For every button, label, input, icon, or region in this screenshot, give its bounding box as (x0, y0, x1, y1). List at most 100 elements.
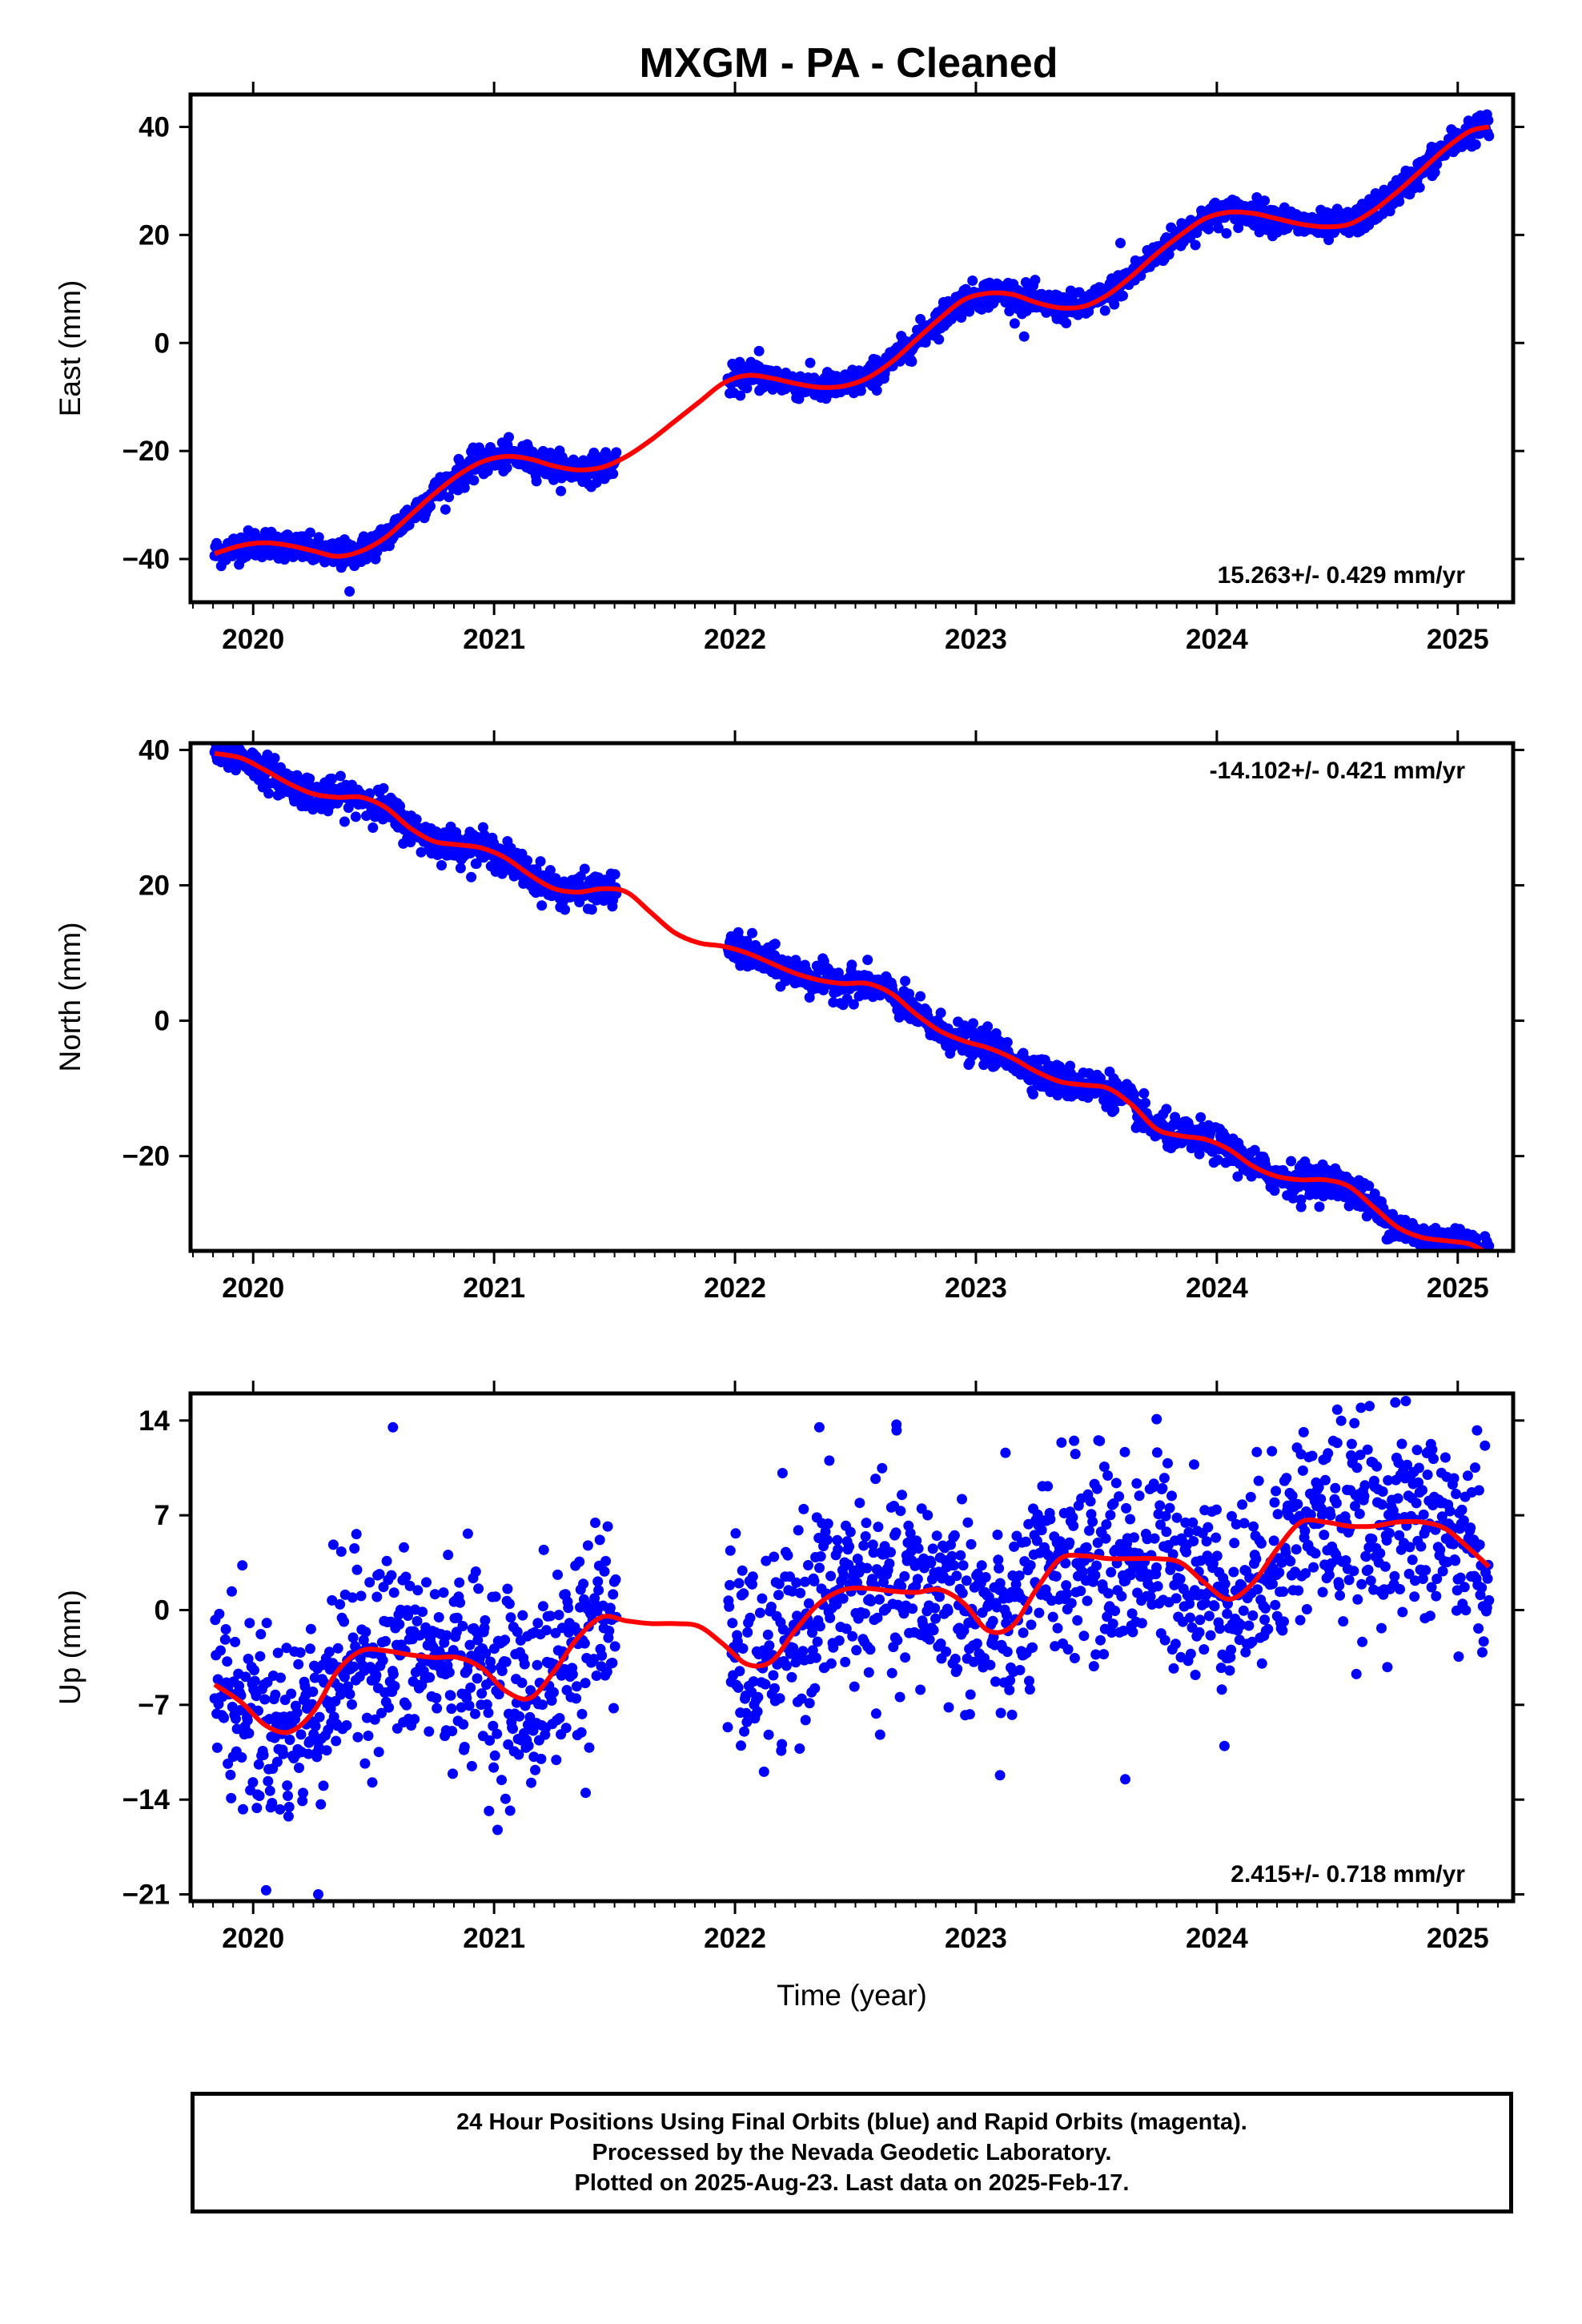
up-point (532, 1659, 543, 1671)
up-point (868, 1547, 879, 1558)
up-point (725, 1545, 736, 1556)
east-point (611, 447, 622, 458)
north-point (904, 988, 915, 999)
east-x-tick-label: 2023 (945, 624, 1007, 655)
north-point (1474, 1252, 1484, 1263)
up-point (1045, 1514, 1056, 1525)
up-point (278, 1748, 289, 1759)
up-point (1067, 1512, 1078, 1523)
up-point (553, 1610, 564, 1621)
up-point (548, 1687, 559, 1698)
up-point (452, 1612, 463, 1623)
up-point (610, 1574, 621, 1585)
up-point (1105, 1510, 1116, 1521)
up-point (896, 1581, 907, 1592)
up-point (270, 1689, 281, 1700)
up-point (318, 1780, 329, 1791)
up-point (243, 1654, 254, 1664)
up-point (966, 1538, 977, 1550)
north-point (466, 871, 477, 883)
up-point (457, 1621, 468, 1631)
up-point (943, 1702, 954, 1713)
up-point (211, 1742, 223, 1753)
up-point (272, 1647, 283, 1659)
up-point (733, 1682, 744, 1693)
up-point (576, 1708, 588, 1719)
up-point (1078, 1630, 1090, 1642)
up-point (584, 1742, 595, 1753)
up-point (526, 1777, 536, 1788)
up-point (760, 1679, 771, 1690)
up-point (231, 1723, 243, 1735)
up-point (344, 1689, 355, 1699)
up-point (371, 1670, 382, 1681)
north-point (560, 904, 571, 915)
up-point (492, 1824, 503, 1835)
up-point (255, 1651, 266, 1662)
up-point (758, 1766, 769, 1777)
up-point (961, 1575, 972, 1586)
east-point (1429, 167, 1440, 178)
up-point (536, 1753, 547, 1764)
up-point (1118, 1625, 1129, 1636)
up-point (1132, 1587, 1143, 1598)
east-point (468, 475, 480, 486)
up-point (949, 1530, 960, 1541)
up-point (537, 1699, 548, 1711)
up-point (916, 1503, 927, 1514)
up-point (466, 1760, 477, 1771)
east-point (1163, 249, 1174, 260)
north-point (1195, 1112, 1207, 1123)
up-point (1125, 1570, 1136, 1581)
up-point (958, 1560, 969, 1571)
up-point (845, 1526, 856, 1538)
up-point (446, 1703, 457, 1715)
north-point (335, 770, 346, 782)
up-point (347, 1592, 358, 1603)
north-point (1109, 1104, 1120, 1116)
up-point (911, 1535, 922, 1546)
up-point (438, 1587, 449, 1598)
up-point (837, 1593, 849, 1604)
up-point (897, 1490, 907, 1501)
up-point (389, 1681, 400, 1691)
up-point (905, 1528, 916, 1539)
up-point (458, 1719, 469, 1730)
up-point (858, 1540, 869, 1551)
up-point (1042, 1481, 1054, 1492)
up-point (465, 1682, 476, 1693)
up-point (747, 1571, 758, 1582)
north-point (378, 782, 389, 794)
up-point (238, 1803, 248, 1815)
up-point (892, 1634, 903, 1646)
up-point (1006, 1709, 1018, 1720)
up-point (1064, 1537, 1075, 1548)
up-point (1087, 1516, 1098, 1527)
up-point (401, 1699, 412, 1711)
east-point (444, 492, 455, 503)
up-point (1092, 1538, 1103, 1548)
up-point (965, 1689, 976, 1700)
up-point (476, 1688, 488, 1699)
up-point (500, 1634, 511, 1646)
up-point (284, 1735, 295, 1745)
up-point (227, 1702, 238, 1712)
up-point (249, 1675, 260, 1687)
up-point (236, 1752, 247, 1763)
up-point (1024, 1684, 1035, 1695)
up-point (519, 1659, 530, 1670)
up-point (591, 1671, 602, 1681)
up-point (1125, 1514, 1136, 1525)
up-point (861, 1562, 873, 1574)
up-point (530, 1764, 540, 1775)
up-point (1091, 1560, 1102, 1571)
up-point (786, 1671, 797, 1683)
up-point (351, 1564, 363, 1575)
up-point (991, 1602, 1002, 1613)
up-point (417, 1606, 428, 1618)
up-point (244, 1618, 255, 1629)
up-point (1025, 1560, 1036, 1571)
up-point (949, 1560, 960, 1571)
up-point (825, 1658, 837, 1669)
up-point (579, 1638, 590, 1649)
